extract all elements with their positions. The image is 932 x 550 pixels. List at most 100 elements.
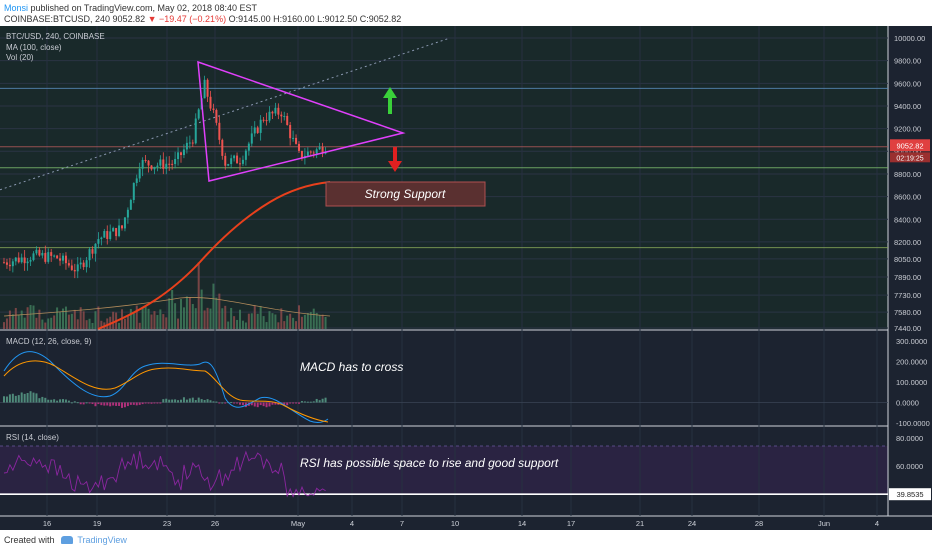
candle-body — [109, 231, 112, 239]
volume-bar — [253, 305, 256, 329]
price-axis-label: 9400.00 — [894, 102, 921, 111]
macd-hist-bar — [115, 402, 118, 406]
volume-bar — [306, 313, 309, 329]
macd-hist-bar — [112, 402, 115, 406]
macd-hist-bar — [20, 392, 23, 403]
macd-annotation: MACD has to cross — [300, 360, 403, 374]
candle-body — [132, 182, 135, 200]
volume-bar — [241, 320, 244, 329]
macd-hist-bar — [162, 399, 165, 403]
chart-title: BTC/USD, 240, COINBASE — [6, 32, 105, 41]
volume-bar — [135, 305, 138, 329]
price-axis-label: 9800.00 — [894, 57, 921, 66]
candle-body — [26, 261, 29, 264]
chart-canvas[interactable]: 10000.00 9800.00 9600.00 9400.00 9200.00 9000… — [0, 26, 932, 530]
volume-group — [3, 262, 327, 329]
volume-bar — [156, 315, 159, 329]
volume-bar — [35, 317, 38, 329]
macd-hist-bar — [85, 402, 88, 404]
macd-hist-bar — [300, 401, 303, 403]
macd-hist-bar — [70, 402, 73, 404]
volume-bar — [321, 314, 324, 329]
candle-body — [215, 109, 218, 123]
author-link[interactable]: Monsi — [4, 3, 29, 13]
candle-body — [180, 152, 182, 156]
volume-bar — [129, 308, 132, 329]
candle-body — [171, 163, 174, 165]
chart-header: Monsi published on TradingView.com, May … — [0, 0, 932, 26]
candle-body — [159, 159, 162, 166]
candle-body — [144, 160, 147, 162]
macd-hist-bar — [268, 402, 271, 407]
candle-body — [309, 151, 312, 153]
macd-hist-bar — [38, 398, 41, 403]
candle-body — [64, 255, 67, 264]
volume-bar — [194, 308, 197, 329]
volume-bar — [224, 305, 227, 329]
candles-group — [3, 75, 327, 279]
volume-bar — [191, 303, 194, 329]
candle-body — [318, 146, 321, 150]
volume-bar — [26, 307, 29, 329]
arrow-head — [383, 87, 397, 98]
candle-body — [268, 111, 271, 121]
time-axis-label: 7 — [400, 519, 404, 528]
volume-bar — [230, 307, 233, 329]
chart-area[interactable]: 10000.00 9800.00 9600.00 9400.00 9200.00 9000… — [0, 26, 932, 530]
rsi-annotation: RSI has possible space to rise and good … — [300, 456, 559, 470]
macd-hist-bar — [159, 402, 162, 404]
macd-hist-bar — [109, 402, 112, 407]
macd-hist-bar — [62, 399, 64, 403]
candle-body — [62, 255, 64, 261]
macd-hist-bar — [312, 401, 315, 403]
volume-bar — [300, 316, 303, 329]
volume-bar — [286, 315, 289, 329]
candle-body — [138, 168, 141, 179]
macd-hist-bar — [303, 401, 306, 403]
candle-body — [32, 253, 35, 261]
candle-body — [82, 262, 85, 268]
volume-bar — [44, 322, 47, 329]
candle-body — [56, 255, 59, 259]
volume-bar — [171, 290, 174, 329]
price-axis-label: 7890.00 — [894, 273, 921, 282]
volume-bar — [206, 307, 209, 329]
macd-hist-bar — [97, 402, 100, 405]
volume-bar — [312, 308, 315, 329]
candle-body — [265, 120, 268, 122]
volume-bar — [47, 318, 50, 329]
time-axis-label: 4 — [350, 519, 354, 528]
candle-body — [177, 152, 180, 160]
price-axis-label: 8800.00 — [894, 170, 921, 179]
candle-body — [182, 149, 185, 156]
tradingview-link[interactable]: TradingView — [77, 535, 127, 545]
rsi-axis-label: 60.0000 — [896, 462, 923, 471]
candle-body — [306, 151, 309, 156]
time-axis-label: 21 — [636, 519, 644, 528]
macd-hist-bar — [318, 400, 321, 403]
macd-axis-label: 300.0000 — [896, 337, 927, 346]
macd-hist-bar — [5, 396, 8, 403]
macd-hist-bar — [150, 402, 153, 404]
macd-hist-bar — [8, 394, 11, 403]
macd-hist-bar — [23, 393, 26, 403]
volume-bar — [82, 311, 85, 329]
tradingview-logo-icon[interactable] — [61, 536, 74, 544]
time-axis-label: 17 — [567, 519, 575, 528]
volume-bar — [324, 316, 327, 329]
price-axis-label: 8200.00 — [894, 238, 921, 247]
candle-body — [94, 243, 97, 254]
macd-hist-bar — [286, 402, 289, 406]
volume-bar — [303, 314, 306, 329]
macd-hist-bar — [29, 391, 32, 403]
macd-hist-bar — [180, 399, 182, 403]
macd-hist-bar — [103, 402, 106, 406]
macd-hist-bar — [265, 402, 268, 408]
candle-body — [23, 257, 26, 264]
candle-body — [17, 257, 20, 263]
macd-hist-bar — [321, 398, 324, 403]
volume-bar — [67, 314, 70, 329]
time-axis-label: 26 — [211, 519, 219, 528]
candle-body — [41, 252, 44, 256]
volume-bar — [165, 317, 168, 329]
